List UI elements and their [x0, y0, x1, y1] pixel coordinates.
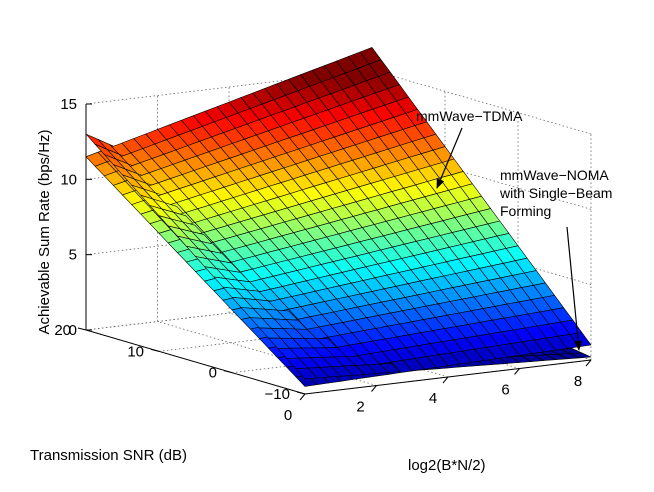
x-tick	[371, 385, 377, 392]
x-tick-label: 8	[574, 373, 582, 390]
y-tick-label: −10	[265, 386, 290, 403]
annotation-tdma: mmWave−TDMA	[416, 108, 523, 124]
x-tick	[299, 393, 306, 401]
annotation-noma-line-3: Forming	[500, 203, 551, 219]
y-tick	[296, 391, 306, 395]
annotation-noma-line-1: mmWave−NOMA	[500, 167, 609, 183]
y-tick-label: 10	[127, 343, 144, 360]
surface-patch-series-1	[295, 367, 318, 380]
x-axis-label: log2(B*N/2)	[408, 457, 486, 474]
x-tick-label: 0	[284, 407, 292, 424]
surfaces	[85, 47, 592, 387]
y-tick	[150, 348, 160, 352]
x-tick-label: 4	[429, 390, 437, 407]
z-tick-label: 0	[69, 322, 77, 339]
x-tick-label: 6	[501, 382, 509, 399]
z-tick-label: 10	[60, 171, 77, 188]
z-axis-label: Achievable Sum Rate (bps/Hz)	[36, 129, 53, 334]
y-tick	[77, 327, 87, 331]
x-tick	[514, 368, 520, 375]
y-axis-label: Transmission SNR (dB)	[30, 447, 187, 464]
annotations: mmWave−TDMA mmWave−NOMA with Single−Beam…	[416, 108, 612, 351]
x-tick	[442, 376, 449, 384]
y-tick-label: 20	[54, 322, 71, 339]
y-tick	[223, 370, 233, 374]
y-axis-line	[85, 329, 306, 395]
annotation-noma-arrow	[566, 226, 583, 351]
x-tick	[585, 359, 592, 367]
x-tick-label: 2	[356, 399, 364, 416]
y-tick-label: 0	[209, 365, 217, 382]
annotation-tdma-arrow	[436, 127, 463, 189]
annotation-noma-line-2: with Single−Beam	[499, 185, 612, 201]
z-tick-label: 15	[60, 96, 77, 113]
z-tick-label: 5	[69, 247, 77, 264]
